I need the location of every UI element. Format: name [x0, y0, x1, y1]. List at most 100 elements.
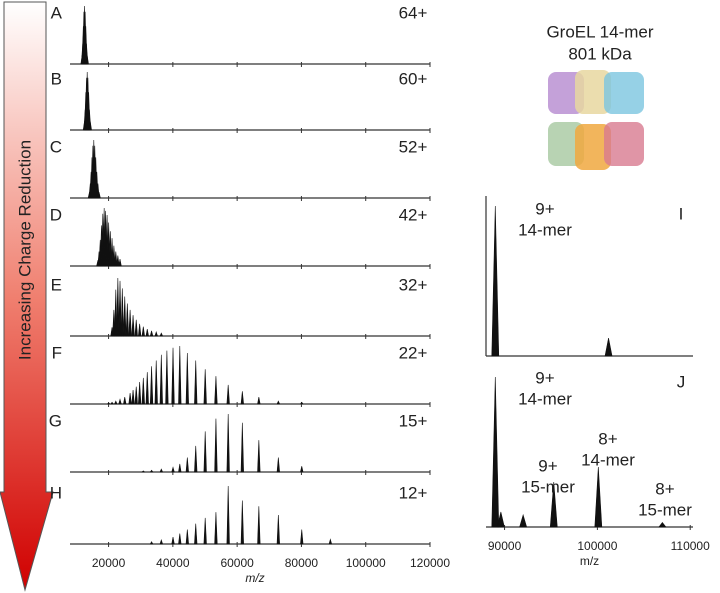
peak-annotation: 9+ [535, 368, 554, 387]
peak [276, 400, 281, 405]
peak [141, 470, 146, 473]
peak [194, 360, 198, 405]
peak [118, 280, 122, 337]
charge-label: 64+ [399, 3, 428, 22]
peak [87, 192, 92, 199]
peak [149, 366, 154, 405]
peak [114, 400, 118, 405]
peak [203, 431, 207, 473]
peak [134, 319, 138, 337]
peak [226, 384, 230, 405]
peak [141, 326, 145, 337]
peak [138, 381, 142, 405]
panel-label: B [51, 69, 62, 88]
panel-label: D [50, 205, 62, 224]
peak [82, 121, 87, 131]
x-tick-label: 120000 [410, 556, 450, 570]
peak [240, 500, 244, 545]
peak [257, 506, 261, 545]
panel-label: F [52, 343, 62, 362]
peak [214, 418, 218, 473]
peak [496, 511, 505, 528]
peak [134, 386, 138, 405]
peak [604, 337, 613, 357]
peak [214, 512, 218, 545]
peak-annotation: 9+ [538, 456, 557, 475]
x-tick-label: 80000 [285, 556, 319, 570]
peak [171, 536, 175, 545]
peak [549, 481, 558, 528]
peak [159, 468, 164, 473]
panel-label: C [50, 137, 62, 156]
charge-label: 12+ [399, 483, 428, 502]
peak [194, 523, 198, 545]
peak [116, 255, 120, 267]
peak [131, 315, 135, 337]
structure-image [548, 70, 644, 170]
peak [299, 401, 304, 405]
panel-label: G [49, 411, 62, 430]
peak-annotation: 14-mer [581, 450, 635, 469]
peak [154, 360, 158, 405]
x-tick-label: 110000 [671, 539, 710, 553]
protein-mass: 801 kDa [568, 44, 632, 63]
peak-annotation: 9+ [535, 199, 554, 218]
panel-label: E [51, 275, 62, 294]
peak [118, 258, 122, 267]
peak [300, 529, 304, 545]
peak [96, 260, 100, 267]
peak [519, 513, 528, 528]
charge-label: 60+ [399, 69, 428, 88]
peak [171, 347, 175, 405]
x-tick-label: 40000 [156, 556, 190, 570]
x-tick-label: 90000 [488, 539, 522, 553]
peak [240, 422, 244, 473]
peak [120, 288, 124, 337]
peak [594, 466, 603, 528]
peak [141, 377, 145, 405]
peak [178, 533, 182, 545]
peak [185, 457, 189, 473]
peak [145, 372, 149, 405]
peak [257, 396, 261, 405]
peak-annotation: 14-mer [518, 389, 572, 408]
x-tick-label: 100000 [577, 539, 617, 553]
peak [110, 327, 114, 337]
peak-annotation: 8+ [598, 429, 617, 448]
peak [178, 463, 182, 473]
x-axis-label: m/z [245, 571, 264, 585]
x-tick-label: 100000 [346, 556, 386, 570]
peak [159, 332, 164, 337]
arrow-label: Increasing Charge Reduction [15, 140, 34, 360]
peak [154, 330, 158, 337]
x-axis-label: m/z [580, 554, 599, 568]
peak [203, 517, 207, 545]
peak [194, 445, 198, 473]
peak [125, 303, 129, 337]
peak [149, 330, 154, 337]
protein-name: GroEL 14-mer [546, 22, 653, 41]
peak [159, 354, 163, 405]
peak [123, 396, 127, 405]
charge-label: 32+ [399, 275, 428, 294]
peak [491, 376, 500, 528]
peak [112, 309, 116, 337]
peak [159, 538, 164, 545]
peak [114, 289, 118, 337]
peak [80, 55, 84, 65]
peak [226, 413, 230, 473]
peak [226, 485, 230, 545]
peak-annotation: 15-mer [638, 500, 692, 519]
charge-label: 15+ [399, 411, 428, 430]
panel-label: H [50, 483, 62, 502]
peak [214, 376, 218, 405]
peak [185, 352, 189, 405]
peak [131, 390, 135, 405]
peak [276, 457, 280, 473]
peak [185, 529, 189, 545]
x-tick-label: 60000 [220, 556, 254, 570]
charge-label: 52+ [399, 137, 428, 156]
peak [300, 466, 304, 473]
charge-label: 22+ [399, 343, 428, 362]
